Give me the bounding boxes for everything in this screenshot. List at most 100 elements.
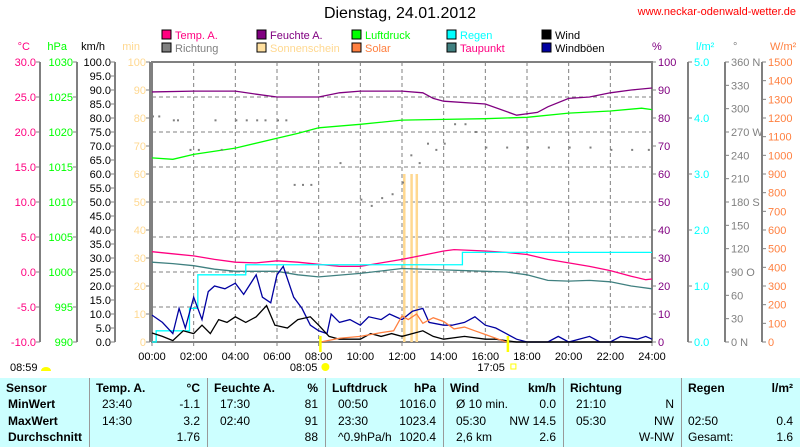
x-tick-label: 00:00 bbox=[138, 351, 166, 363]
chart-title: Dienstag, 24.01.2012 bbox=[323, 5, 477, 22]
direction-point bbox=[370, 204, 373, 207]
series-line-windböen bbox=[151, 265, 653, 343]
column-unit: % bbox=[307, 381, 318, 395]
axis-label-wind: 80.0 bbox=[90, 113, 111, 125]
cell-time: 17:30 bbox=[220, 397, 251, 411]
axis-label-solar: 0 bbox=[768, 337, 774, 349]
cloud-sun-icon bbox=[41, 367, 51, 371]
cell-value: -1.1 bbox=[179, 397, 200, 411]
axis-label-temp: 5.0 bbox=[21, 232, 36, 244]
direction-point bbox=[474, 131, 477, 133]
axis-label-wind: 30.0 bbox=[90, 253, 111, 265]
legend-item-2: Luftdruck bbox=[365, 30, 411, 42]
legend-swatch bbox=[161, 42, 172, 53]
legend-item-0: Temp. A. bbox=[175, 30, 218, 42]
axis-label-wind: 55.0 bbox=[90, 183, 111, 195]
axis-label-direction: 210 bbox=[731, 174, 749, 186]
column-header: Sensor bbox=[6, 381, 47, 395]
axis-label-solar: 200 bbox=[768, 300, 786, 312]
axis-label-direction: 60 bbox=[731, 290, 743, 302]
axis-label-humidity: 80 bbox=[658, 113, 670, 125]
axis-label-direction: 90 O bbox=[731, 267, 755, 279]
axis-label-temp: 0.0 bbox=[21, 267, 36, 279]
axis-label-wind: 70.0 bbox=[90, 141, 111, 153]
direction-point bbox=[264, 119, 267, 122]
axis-label-sunshine: 20 bbox=[134, 281, 146, 293]
axis-label-direction: 240 bbox=[731, 150, 749, 162]
direction-point bbox=[277, 119, 279, 122]
cell-value: 1.6 bbox=[776, 430, 793, 444]
direction-point bbox=[547, 146, 550, 149]
axis-label-sunshine: 90 bbox=[134, 85, 146, 97]
x-tick-label: 22:00 bbox=[597, 351, 625, 363]
axis-label-direction: 180 S bbox=[731, 197, 760, 209]
axis-label-humidity: 70 bbox=[658, 141, 670, 153]
direction-point bbox=[285, 119, 288, 122]
direction-point bbox=[189, 148, 192, 151]
legend-swatch bbox=[446, 42, 457, 53]
legend-swatch bbox=[351, 42, 362, 53]
direction-point bbox=[464, 123, 467, 126]
axis-label-humidity: 90 bbox=[658, 85, 670, 97]
axis-label-wind: 40.0 bbox=[90, 225, 111, 237]
axis-label-rain: 5.0 bbox=[694, 57, 709, 69]
axis-label-sunshine: 0 bbox=[140, 337, 146, 349]
axis-label-sunshine: 60 bbox=[134, 169, 146, 181]
axis-label-wind: 90.0 bbox=[90, 85, 111, 97]
legend-item-6: Sonnenschein bbox=[270, 43, 340, 55]
axis-label-wind: 25.0 bbox=[90, 267, 111, 279]
sunshine-bar bbox=[415, 174, 419, 342]
direction-point bbox=[293, 183, 296, 186]
axis-label-temp: 20.0 bbox=[15, 127, 36, 139]
direction-point bbox=[152, 115, 154, 118]
cell-value: 1020.4 bbox=[399, 430, 436, 444]
column-unit: °C bbox=[186, 381, 200, 395]
x-tick-label: 10:00 bbox=[347, 351, 375, 363]
axis-label-direction: 270 W bbox=[731, 127, 763, 139]
axis-label-temp: 15.0 bbox=[15, 162, 36, 174]
axis-label-wind: 85.0 bbox=[90, 99, 111, 111]
direction-point bbox=[220, 148, 223, 151]
cell-time: 14:30 bbox=[102, 414, 133, 428]
x-tick-label: 20:00 bbox=[555, 351, 583, 363]
axis-label-sunshine: 80 bbox=[134, 113, 146, 125]
series-line-temp-a- bbox=[151, 248, 653, 281]
direction-point bbox=[589, 146, 592, 149]
direction-point bbox=[310, 183, 313, 186]
axis-label-rain: 2.0 bbox=[694, 225, 709, 237]
cell-time: 02:50 bbox=[688, 414, 719, 428]
legend-swatch bbox=[541, 42, 552, 53]
sunshine-start-time: 08:59 bbox=[10, 362, 38, 374]
axis-label-solar: 100 bbox=[768, 318, 786, 330]
direction-point bbox=[158, 115, 161, 118]
cell-value: N bbox=[665, 397, 674, 411]
cell-time: Gesamt: bbox=[688, 430, 734, 444]
axis-label-temp: 30.0 bbox=[15, 57, 36, 69]
direction-point bbox=[402, 181, 404, 184]
website-link[interactable]: www.neckar-odenwald-wetter.de bbox=[637, 6, 796, 18]
axis-label-wind: 0.0 bbox=[96, 337, 111, 349]
axis-label-pressure: 1000 bbox=[49, 267, 73, 279]
axis-label-direction: 120 bbox=[731, 244, 749, 256]
axis-label-temp: 25.0 bbox=[15, 92, 36, 104]
direction-point bbox=[197, 148, 200, 151]
direction-point bbox=[410, 154, 413, 157]
axis-label-sunshine: 100 bbox=[128, 57, 146, 69]
direction-point bbox=[610, 148, 613, 151]
x-tick-label: 16:00 bbox=[472, 351, 500, 363]
cell-time: Ø 10 min. bbox=[456, 397, 509, 411]
sunset-time: 17:05 bbox=[477, 362, 505, 374]
axis-label-solar: 1000 bbox=[768, 150, 792, 162]
legend-swatch bbox=[351, 29, 362, 40]
direction-point bbox=[391, 193, 394, 196]
column-unit: hPa bbox=[413, 381, 436, 395]
table-column-5: Richtung 21:10 N 05:30 NW W-NW bbox=[563, 378, 681, 447]
stats-table: Sensor MinWert MaxWert Durchschnitt Temp. A.… bbox=[0, 378, 800, 447]
direction-point bbox=[245, 119, 248, 122]
cell-time: ^0.9hPa/h bbox=[338, 430, 392, 444]
axis-label-wind: 60.0 bbox=[90, 169, 111, 181]
cell-time: 2,6 km bbox=[456, 430, 493, 444]
axis-label-wind: 5.0 bbox=[96, 323, 111, 335]
direction-point bbox=[506, 146, 509, 149]
cell-value: 1016.0 bbox=[399, 397, 436, 411]
